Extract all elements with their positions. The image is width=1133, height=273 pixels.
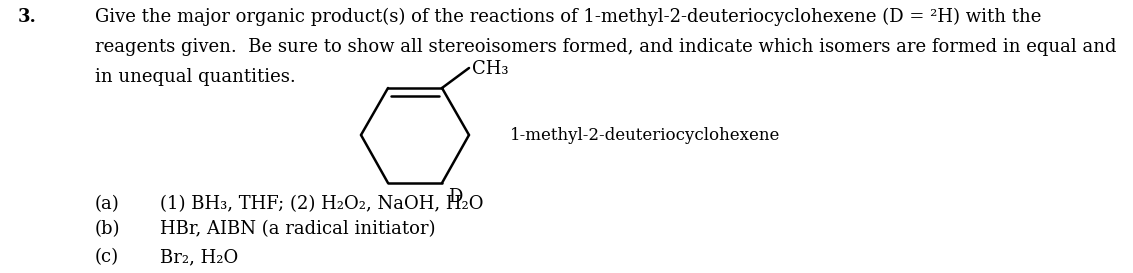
Text: (c): (c) (95, 248, 119, 266)
Text: D: D (448, 188, 462, 206)
Text: 1-methyl-2-deuteriocyclohexene: 1-methyl-2-deuteriocyclohexene (510, 126, 781, 144)
Text: Give the major organic product(s) of the reactions of 1-methyl-2-deuteriocyclohe: Give the major organic product(s) of the… (95, 8, 1041, 26)
Text: (1) BH₃, THF; (2) H₂O₂, NaOH, H₂O: (1) BH₃, THF; (2) H₂O₂, NaOH, H₂O (160, 195, 484, 213)
Text: (a): (a) (95, 195, 120, 213)
Text: Br₂, H₂O: Br₂, H₂O (160, 248, 238, 266)
Text: CH₃: CH₃ (472, 60, 509, 78)
Text: in unequal quantities.: in unequal quantities. (95, 68, 296, 86)
Text: HBr, AIBN (a radical initiator): HBr, AIBN (a radical initiator) (160, 220, 435, 238)
Text: reagents given.  Be sure to show all stereoisomers formed, and indicate which is: reagents given. Be sure to show all ster… (95, 38, 1116, 56)
Text: (b): (b) (95, 220, 120, 238)
Text: 3.: 3. (18, 8, 37, 26)
